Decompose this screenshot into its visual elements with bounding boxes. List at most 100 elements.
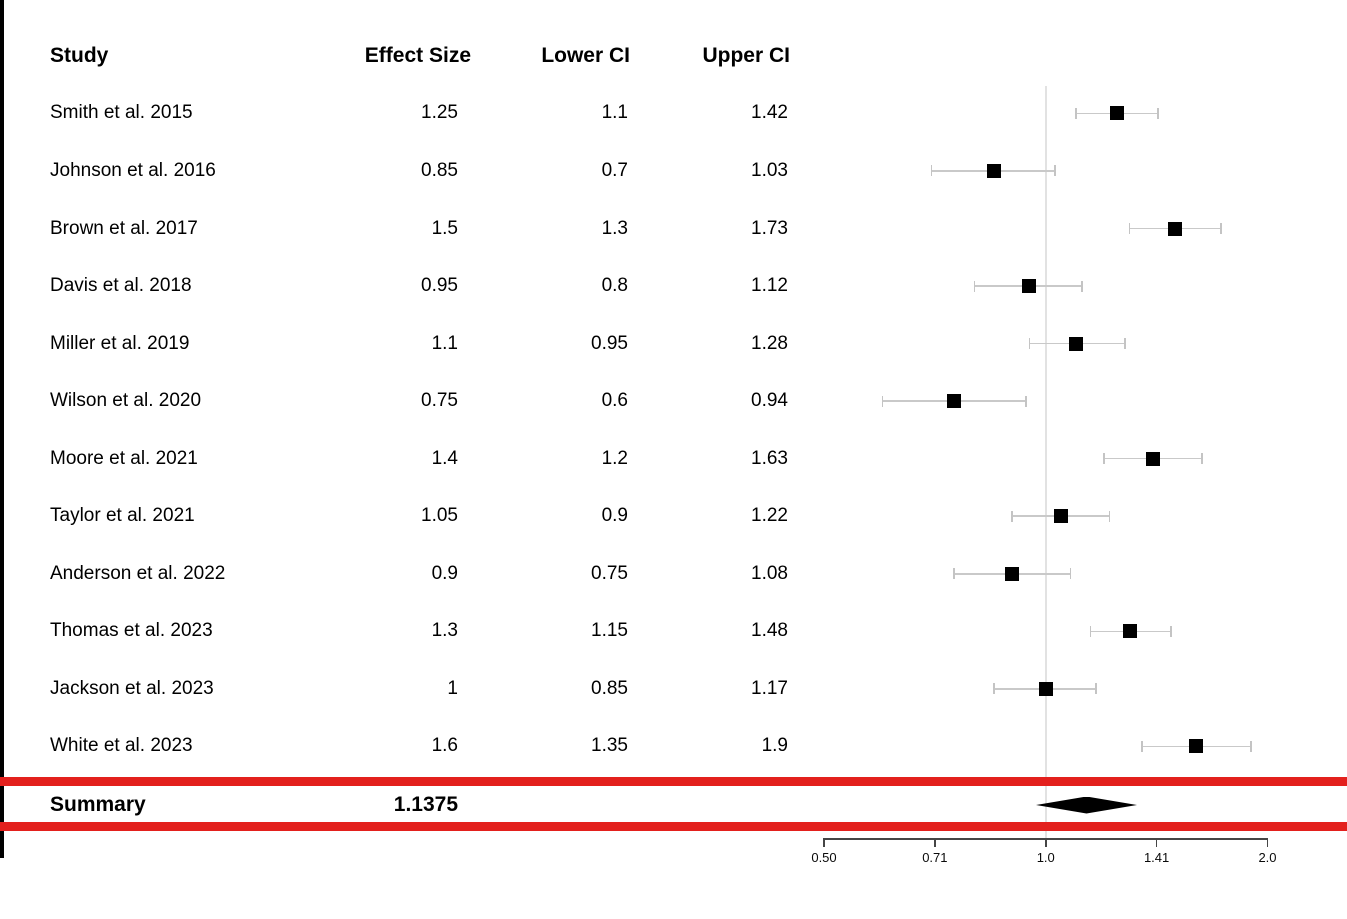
summary-effect-value: 1.1375 [393, 793, 458, 816]
study-row: Jackson et al. 2023 1 0.85 1.17 [0, 676, 800, 702]
study-name: Davis et al. 2018 [50, 275, 192, 297]
effect-square [1110, 106, 1125, 121]
summary-divider-top [0, 777, 1347, 786]
upper-ci-value: 1.73 [751, 217, 788, 239]
study-row: Thomas et al. 2023 1.3 1.15 1.48 [0, 618, 800, 644]
ci-cap-right [1157, 107, 1159, 119]
axis-tick [1155, 838, 1158, 847]
study-row: White et al. 2023 1.6 1.35 1.9 [0, 733, 800, 759]
effect-square [1022, 279, 1037, 294]
upper-ci-value: 1.08 [751, 562, 788, 584]
reference-line-1.0 [1044, 86, 1047, 838]
ci-cap-left [1140, 740, 1143, 752]
effect-size-value: 1.3 [431, 620, 458, 642]
study-row: Davis et al. 2018 0.95 0.8 1.12 [0, 273, 800, 299]
ci-cap-right [1201, 453, 1203, 465]
ci-cap-left [1011, 510, 1013, 522]
study-row: Miller et al. 2019 1.1 0.95 1.28 [0, 331, 800, 357]
upper-ci-value: 1.12 [751, 275, 788, 297]
upper-ci-value: 1.48 [751, 620, 788, 642]
study-row: Brown et al. 2017 1.5 1.3 1.73 [0, 216, 800, 242]
lower-ci-value: 1.2 [601, 447, 628, 469]
header-lower-ci: Lower CI [541, 44, 630, 67]
effect-size-value: 1.1 [431, 332, 458, 354]
study-name: Anderson et al. 2022 [50, 562, 226, 584]
ci-cap-left [1075, 107, 1078, 119]
upper-ci-value: 1.22 [751, 505, 788, 527]
study-name: Johnson et al. 2016 [50, 159, 216, 181]
ci-cap-right [1220, 223, 1222, 234]
lower-ci-value: 1.3 [601, 217, 628, 239]
study-name: Thomas et al. 2023 [50, 620, 213, 642]
upper-ci-value: 1.9 [761, 735, 788, 757]
lower-ci-value: 1.35 [591, 735, 628, 757]
axis-tick [823, 838, 825, 847]
lower-ci-value: 1.15 [591, 620, 628, 642]
study-name: Smith et al. 2015 [50, 102, 193, 124]
study-name: Brown et al. 2017 [50, 217, 198, 239]
effect-size-value: 1.4 [431, 447, 458, 469]
study-name: Miller et al. 2019 [50, 332, 190, 354]
upper-ci-value: 0.94 [751, 390, 788, 412]
header-study: Study [50, 44, 109, 67]
axis-tick-label: 1.0 [1036, 850, 1055, 865]
effect-square [986, 163, 1001, 178]
study-name: Moore et al. 2021 [50, 447, 198, 469]
header-effect-size: Effect Size [364, 44, 471, 67]
ci-cap-left [1128, 223, 1131, 234]
summary-divider-bottom [0, 822, 1347, 831]
effect-size-value: 1.6 [431, 735, 458, 757]
ci-cap-right [1081, 280, 1083, 292]
upper-ci-value: 1.63 [751, 447, 788, 469]
header-upper-ci: Upper CI [702, 44, 790, 67]
study-name: Jackson et al. 2023 [50, 677, 214, 699]
study-row: Anderson et al. 2022 0.9 0.75 1.08 [0, 561, 800, 587]
ci-cap-left [1103, 453, 1105, 465]
study-name: White et al. 2023 [50, 735, 193, 757]
summary-diamond [1036, 796, 1137, 814]
effect-square [1146, 451, 1161, 466]
ci-cap-right [1095, 683, 1097, 695]
effect-square [1069, 336, 1084, 351]
ci-cap-left [881, 395, 884, 407]
study-name: Wilson et al. 2020 [50, 390, 202, 412]
table-header-row: Study Effect Size Lower CI Upper CI [0, 43, 800, 69]
study-row: Wilson et al. 2020 0.75 0.6 0.94 [0, 388, 800, 414]
summary-label: Summary [50, 793, 146, 816]
left-border-line [0, 0, 4, 858]
axis-tick-label: 1.41 [1143, 850, 1170, 865]
lower-ci-value: 0.7 [601, 159, 628, 181]
effect-square [946, 394, 961, 409]
ci-cap-right [1025, 395, 1027, 407]
effect-size-value: 0.9 [431, 562, 458, 584]
ci-cap-right [1170, 625, 1172, 637]
lower-ci-value: 0.9 [601, 505, 628, 527]
upper-ci-value: 1.03 [751, 159, 788, 181]
upper-ci-value: 1.28 [751, 332, 788, 354]
effect-square [1189, 739, 1204, 754]
ci-cap-right [1054, 165, 1056, 177]
summary-row: Summary 1.1375 [0, 792, 800, 818]
axis-tick [1044, 838, 1047, 847]
lower-ci-value: 0.8 [601, 275, 628, 297]
effect-size-value: 0.75 [421, 390, 458, 412]
axis-tick-label: 0.71 [922, 850, 948, 865]
effect-size-value: 0.95 [421, 275, 458, 297]
effect-square [1005, 566, 1020, 581]
effect-size-value: 1 [447, 677, 458, 699]
lower-ci-value: 0.6 [601, 390, 628, 412]
effect-square [1168, 221, 1183, 236]
ci-cap-left [930, 165, 933, 177]
effect-square [1038, 681, 1053, 696]
ci-cap-left [1028, 338, 1031, 350]
study-row: Moore et al. 2021 1.4 1.2 1.63 [0, 446, 800, 472]
study-row: Taylor et al. 2021 1.05 0.9 1.22 [0, 503, 800, 529]
ci-cap-right [1108, 510, 1111, 522]
axis-tick [1266, 838, 1269, 847]
study-name: Taylor et al. 2021 [50, 505, 195, 527]
effect-square [1122, 624, 1137, 639]
upper-ci-value: 1.42 [751, 102, 788, 124]
axis-tick [934, 838, 936, 847]
effect-size-value: 1.25 [421, 102, 458, 124]
lower-ci-value: 0.75 [591, 562, 628, 584]
